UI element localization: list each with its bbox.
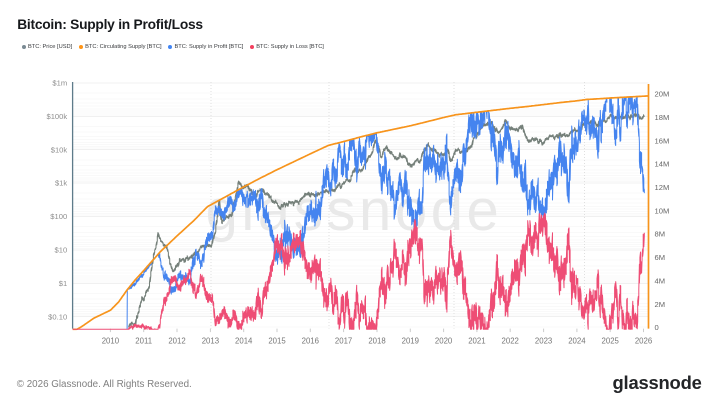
svg-text:2022: 2022: [502, 337, 519, 346]
svg-text:2023: 2023: [535, 337, 552, 346]
svg-text:$0.10: $0.10: [48, 312, 67, 321]
svg-text:2018: 2018: [368, 337, 385, 346]
svg-text:2017: 2017: [335, 337, 352, 346]
svg-text:20M: 20M: [655, 90, 670, 99]
svg-text:2011: 2011: [135, 337, 152, 346]
svg-text:2020: 2020: [435, 337, 453, 346]
svg-text:16M: 16M: [655, 136, 670, 145]
svg-text:14M: 14M: [655, 160, 670, 169]
svg-text:2016: 2016: [302, 337, 319, 346]
svg-text:0: 0: [655, 323, 659, 332]
svg-text:10M: 10M: [655, 206, 670, 215]
svg-text:$100k: $100k: [46, 112, 67, 121]
svg-text:2014: 2014: [235, 337, 253, 346]
svg-text:2010: 2010: [102, 337, 120, 346]
svg-text:6M: 6M: [655, 253, 666, 262]
svg-text:glassnode: glassnode: [206, 178, 503, 243]
svg-text:$1: $1: [59, 279, 67, 288]
svg-text:2015: 2015: [268, 337, 286, 346]
svg-text:$1m: $1m: [52, 79, 67, 88]
svg-text:2024: 2024: [568, 337, 586, 346]
svg-text:$100: $100: [50, 212, 67, 221]
svg-text:8M: 8M: [655, 230, 666, 239]
svg-text:2M: 2M: [655, 300, 666, 309]
svg-text:$1k: $1k: [55, 179, 67, 188]
svg-text:2019: 2019: [402, 337, 419, 346]
svg-text:4M: 4M: [655, 276, 666, 285]
svg-text:$10k: $10k: [51, 145, 68, 154]
svg-text:18M: 18M: [655, 113, 670, 122]
svg-text:$10: $10: [55, 246, 68, 255]
svg-text:2025: 2025: [602, 337, 620, 346]
svg-text:2021: 2021: [468, 337, 485, 346]
svg-text:2012: 2012: [168, 337, 185, 346]
svg-text:2013: 2013: [202, 337, 219, 346]
svg-text:12M: 12M: [655, 183, 670, 192]
svg-text:2026: 2026: [635, 337, 652, 346]
